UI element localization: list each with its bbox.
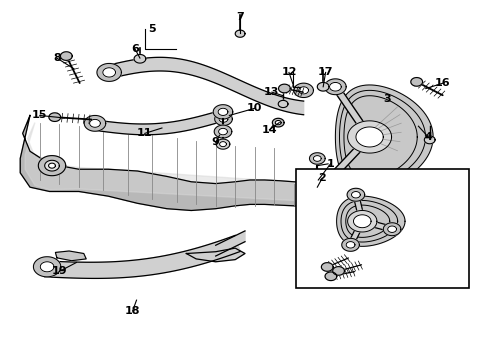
Polygon shape <box>272 118 284 127</box>
Polygon shape <box>218 108 228 116</box>
Polygon shape <box>325 272 337 280</box>
Text: 18: 18 <box>125 306 140 316</box>
Polygon shape <box>424 136 435 144</box>
Polygon shape <box>84 116 106 131</box>
Text: 15: 15 <box>32 111 48 121</box>
Polygon shape <box>60 52 72 60</box>
Text: 14: 14 <box>262 125 277 135</box>
Polygon shape <box>219 129 227 135</box>
Text: 8: 8 <box>53 53 61 63</box>
Text: 6: 6 <box>131 44 139 54</box>
Polygon shape <box>90 120 100 127</box>
Polygon shape <box>347 188 365 201</box>
Polygon shape <box>108 57 304 115</box>
Polygon shape <box>356 127 383 147</box>
Polygon shape <box>299 87 309 94</box>
Polygon shape <box>278 100 288 108</box>
Polygon shape <box>220 141 226 147</box>
Polygon shape <box>45 160 59 171</box>
Polygon shape <box>325 79 346 95</box>
Polygon shape <box>314 185 321 190</box>
Polygon shape <box>314 156 321 161</box>
Polygon shape <box>40 235 240 278</box>
Polygon shape <box>94 109 228 135</box>
Polygon shape <box>215 113 232 126</box>
Polygon shape <box>49 113 61 121</box>
Polygon shape <box>20 116 318 211</box>
Text: 3: 3 <box>383 94 391 104</box>
Polygon shape <box>279 84 290 93</box>
Polygon shape <box>49 163 55 168</box>
Polygon shape <box>383 223 401 236</box>
Bar <box>296 169 469 288</box>
Text: 17: 17 <box>318 67 333 77</box>
Polygon shape <box>214 125 232 138</box>
Polygon shape <box>310 153 325 164</box>
Polygon shape <box>216 139 230 149</box>
Polygon shape <box>309 178 328 202</box>
Polygon shape <box>333 267 344 275</box>
Polygon shape <box>235 30 245 37</box>
Polygon shape <box>275 121 281 125</box>
Polygon shape <box>55 251 86 261</box>
Polygon shape <box>351 192 360 198</box>
Text: 16: 16 <box>435 78 451 88</box>
Polygon shape <box>40 262 54 272</box>
Text: 5: 5 <box>148 24 156 35</box>
Polygon shape <box>347 211 377 232</box>
Polygon shape <box>97 63 122 81</box>
Polygon shape <box>330 82 341 91</box>
Text: 12: 12 <box>281 67 297 77</box>
Polygon shape <box>347 121 392 153</box>
Polygon shape <box>134 54 146 63</box>
Polygon shape <box>213 105 233 119</box>
Polygon shape <box>311 182 324 192</box>
Text: 9: 9 <box>212 138 220 147</box>
Polygon shape <box>216 231 245 256</box>
Polygon shape <box>411 77 422 86</box>
Polygon shape <box>33 257 61 277</box>
Polygon shape <box>342 238 359 251</box>
Polygon shape <box>321 263 333 271</box>
Text: 11: 11 <box>137 129 152 138</box>
Text: 4: 4 <box>424 132 432 142</box>
Text: 19: 19 <box>51 266 67 276</box>
Text: 7: 7 <box>236 12 244 22</box>
Polygon shape <box>318 82 329 91</box>
Polygon shape <box>103 68 116 77</box>
Text: 1: 1 <box>327 159 334 169</box>
Polygon shape <box>25 123 314 202</box>
Text: 13: 13 <box>264 87 280 97</box>
Polygon shape <box>346 242 355 248</box>
Polygon shape <box>38 156 66 176</box>
Polygon shape <box>388 226 396 233</box>
Text: 10: 10 <box>247 103 263 113</box>
Polygon shape <box>219 116 228 122</box>
Polygon shape <box>320 179 331 188</box>
Polygon shape <box>294 83 314 98</box>
Polygon shape <box>337 196 405 246</box>
Polygon shape <box>186 248 245 262</box>
Polygon shape <box>353 215 371 228</box>
Polygon shape <box>315 176 336 192</box>
Polygon shape <box>335 85 433 189</box>
Text: 2: 2 <box>318 173 326 183</box>
